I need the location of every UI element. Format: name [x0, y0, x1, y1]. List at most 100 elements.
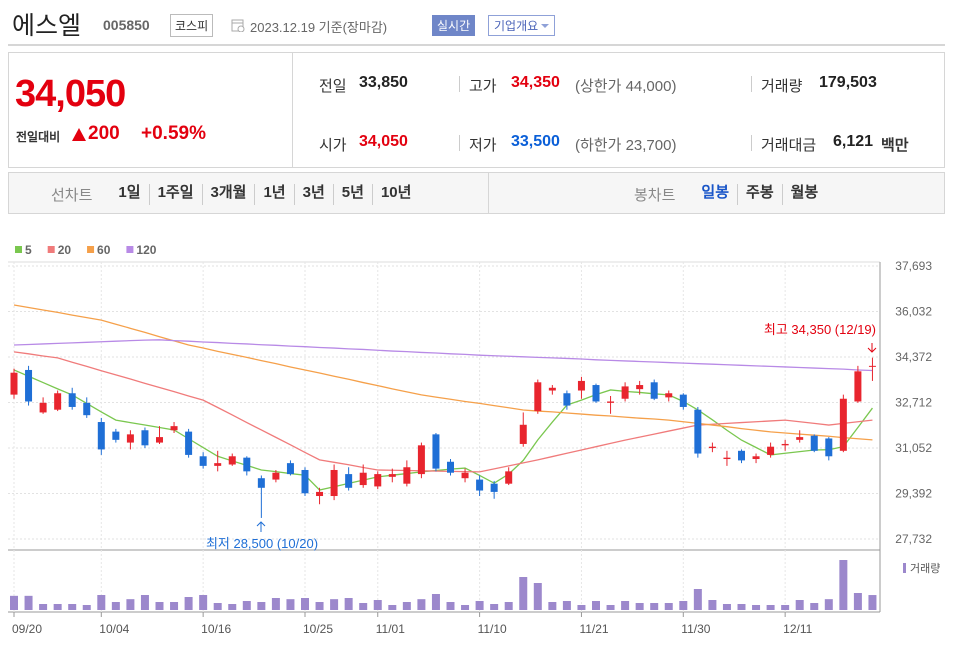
candle-body — [447, 461, 454, 473]
candle-body — [490, 483, 498, 492]
volume-bar — [650, 603, 659, 610]
volume-bar — [373, 600, 382, 610]
volume-bar — [111, 602, 120, 610]
change-label: 전일대비 — [16, 130, 61, 144]
volume-bar — [10, 595, 18, 610]
volume-bar — [431, 594, 440, 610]
y-tick-label: 27,732 — [895, 532, 932, 546]
annotation: 최고 34,350 (12/19) — [764, 322, 876, 337]
candle-body — [839, 398, 847, 451]
period-tab[interactable]: 1주일 — [148, 184, 202, 205]
volume-bar — [752, 605, 761, 610]
candle-body — [359, 472, 367, 486]
volume-bar — [126, 599, 135, 610]
period-tab[interactable]: 3개월 — [201, 184, 255, 205]
volume-bar — [475, 601, 484, 610]
company-info-button[interactable]: 기업개요 — [488, 15, 556, 36]
period-tab[interactable]: 월봉 — [781, 184, 827, 205]
period-tab[interactable]: 1년 — [254, 184, 293, 205]
candle-body — [854, 371, 862, 402]
candle-body — [665, 393, 673, 398]
candle-body — [97, 422, 105, 450]
legend-label: 거래량 — [910, 562, 940, 575]
period-tab[interactable]: 10년 — [371, 184, 420, 205]
candle-body — [738, 450, 745, 461]
volume-bar — [693, 589, 702, 610]
candle-body — [432, 434, 440, 469]
annotation-arrow — [867, 343, 877, 353]
volume-bar — [606, 605, 615, 610]
stock-code: 005850 — [103, 17, 150, 33]
candle-body — [825, 438, 833, 457]
volume-bar — [24, 595, 33, 610]
volume-bar — [359, 603, 368, 610]
quote-value: 33,500 — [511, 133, 560, 150]
legend-swatch — [15, 246, 22, 253]
volume-bar — [242, 601, 251, 610]
volume-bar — [824, 599, 833, 610]
candle-body — [199, 456, 207, 466]
quote-label: 시가 — [319, 137, 347, 154]
divider — [488, 173, 489, 213]
volume-bar — [853, 593, 862, 610]
chart: 27,732 29,392 31,052 32,712 34,372 36,032 37,6… — [8, 243, 940, 636]
volume-bar — [839, 560, 848, 610]
period-tabs: 선차트 1일 1주일 3개월 1년 3년 5년 10년 봉차트 일봉 주봉 월봉 — [8, 172, 945, 214]
volume-bar — [446, 602, 455, 610]
volume-bar — [155, 602, 164, 610]
period-tab[interactable]: 일봉 — [701, 184, 730, 201]
candle-body — [621, 386, 629, 399]
volume-bar — [592, 601, 600, 610]
x-tick-label: 11/10 — [478, 622, 507, 636]
quote-note: (상한가 44,000) — [575, 78, 677, 95]
volume-bar — [795, 600, 804, 610]
candle-body — [679, 394, 687, 407]
period-tab[interactable]: 3년 — [293, 184, 333, 205]
candle-tab-group: 봉차트 일봉 주봉 월봉 — [634, 184, 826, 205]
volume-bar — [417, 599, 426, 610]
x-tick-label: 12/11 — [783, 622, 812, 636]
moving-average — [13, 339, 873, 372]
annotation: 최저 28,500 (10/20) — [206, 536, 318, 551]
volume-bar — [344, 598, 353, 610]
quote-label: 거래대금 — [761, 137, 817, 154]
realtime-button[interactable]: 실시간 — [432, 15, 476, 36]
quote-value: 34,350 — [511, 74, 560, 91]
candle-body — [141, 430, 149, 446]
volume-bar — [679, 601, 688, 610]
period-tab[interactable]: 1일 — [118, 184, 141, 201]
volume-bar — [533, 583, 542, 610]
quote-label: 전일 — [319, 78, 347, 95]
volume-bar — [635, 603, 644, 610]
candle-body — [68, 393, 76, 407]
candle-body — [810, 435, 818, 451]
candle-body — [519, 424, 527, 444]
candle-body — [301, 469, 309, 494]
moving-average — [13, 369, 873, 491]
volume-bar — [402, 602, 411, 610]
candle-body — [607, 401, 615, 403]
candle-body — [650, 382, 658, 399]
moving-average — [13, 351, 873, 473]
x-tick-label: 11/21 — [579, 622, 608, 636]
period-tab[interactable]: 주봉 — [737, 184, 782, 205]
candle-body — [10, 372, 18, 395]
candle-body — [563, 393, 571, 406]
volume-bar — [39, 604, 48, 610]
period-tab[interactable]: 5년 — [332, 184, 372, 205]
volume-bar — [621, 601, 630, 610]
candle-body — [330, 469, 338, 497]
candle-body — [548, 387, 556, 391]
volume-bar — [504, 602, 513, 610]
quote-value: 34,050 — [359, 133, 408, 150]
candle-body — [505, 471, 513, 484]
volume-bar — [315, 602, 324, 610]
candle-body — [694, 409, 702, 454]
quote-unit: 백만 — [881, 137, 909, 154]
candle-body — [476, 479, 484, 491]
divider — [8, 44, 945, 46]
quote-label: 고가 — [469, 78, 497, 95]
candle-body — [577, 380, 585, 391]
candle-body — [403, 467, 411, 484]
